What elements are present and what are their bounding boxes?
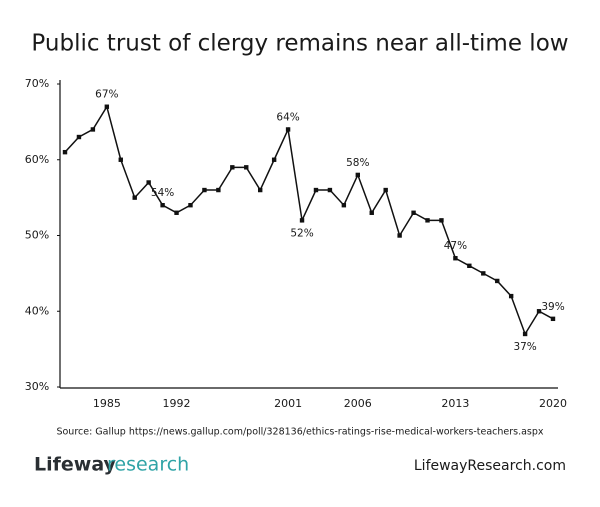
point (132, 195, 137, 200)
point (369, 210, 374, 215)
brand-url: LifewayResearch.com (414, 458, 566, 474)
point (216, 187, 221, 193)
data-label: 64% (276, 111, 299, 123)
x-tick-label: 1985 (93, 397, 121, 410)
data-label: 47% (444, 240, 467, 252)
point (536, 309, 542, 314)
point (397, 233, 402, 238)
point (383, 187, 388, 193)
point (76, 134, 82, 140)
point (258, 187, 263, 193)
point (146, 180, 151, 185)
x-tick-label: 2013 (441, 397, 469, 410)
point (104, 104, 110, 109)
point (299, 218, 305, 223)
data-label: 37% (513, 341, 536, 353)
x-tick-label: 2001 (274, 397, 302, 410)
brand-suffix: research (107, 454, 189, 476)
chart-title: Public trust of clergy remains near all-… (31, 31, 568, 57)
point (495, 278, 500, 284)
point (313, 187, 319, 193)
point (202, 187, 207, 193)
x-tick-label: 1992 (163, 397, 191, 410)
data-label: 52% (290, 227, 313, 239)
point (244, 165, 249, 170)
point (411, 210, 416, 215)
x-tick-label: 2006 (344, 397, 372, 410)
point (550, 316, 556, 322)
brand-name: Lifeway (34, 454, 117, 476)
point (453, 256, 458, 261)
point (230, 165, 235, 170)
y-tick-label: 50% (25, 229, 49, 242)
point (327, 187, 333, 193)
data-label: 54% (151, 187, 174, 199)
y-tick-label: 40% (25, 304, 49, 317)
point (188, 203, 193, 208)
point (508, 293, 514, 299)
data-label: 39% (541, 301, 564, 313)
point (467, 263, 472, 268)
data-label: 67% (95, 89, 118, 101)
data-label: 58% (346, 157, 369, 169)
point (90, 127, 96, 132)
y-tick-label: 60% (25, 153, 49, 166)
point (174, 210, 179, 215)
point (62, 149, 68, 155)
point (355, 172, 360, 178)
line (64, 104, 554, 336)
point (118, 157, 123, 162)
x-tick-label: 2020 (539, 397, 567, 410)
point (425, 218, 430, 223)
point (341, 203, 347, 208)
y-tick-label: 30% (25, 380, 49, 393)
point (481, 271, 486, 276)
point (285, 127, 291, 132)
point (439, 218, 444, 223)
point (271, 157, 277, 162)
point (160, 203, 165, 208)
source: Source: Gallup https://news.gallup.com/p… (56, 427, 543, 438)
point (522, 331, 528, 337)
y-tick-label: 70% (25, 77, 49, 90)
